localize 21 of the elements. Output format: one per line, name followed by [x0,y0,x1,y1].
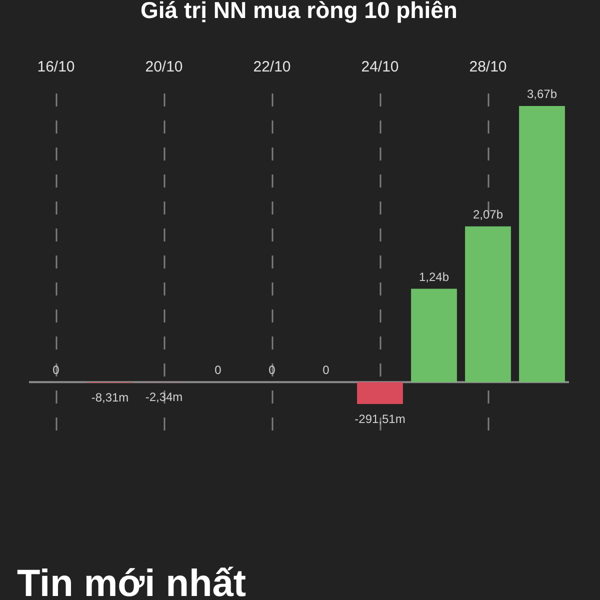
x-tick-label: 20/10 [145,58,183,76]
chart-title: Giá trị NN mua ròng 10 phiên [140,0,458,23]
data-label: -291,51m [354,412,406,426]
data-label: 2,07b [472,207,504,222]
x-tick-label: 22/10 [253,58,291,76]
bar [411,288,457,382]
x-tick-label: 16/10 [37,58,75,76]
text: Tin mới nhất [17,563,246,600]
x-tick-label: 24/10 [361,58,399,76]
data-label: 0 [322,363,330,378]
x-tick-label: 28/10 [469,58,507,76]
data-label: 0 [52,363,60,378]
data-label: 0 [268,363,276,378]
data-label: 1,24b [418,270,450,284]
bar [465,226,511,382]
data-label: 3,67b [526,87,558,101]
bar [357,382,403,404]
data-label: -2,34m [145,390,183,404]
data-label: -8,31m [91,390,129,405]
bar [519,106,565,382]
data-label: 0 [214,363,222,378]
